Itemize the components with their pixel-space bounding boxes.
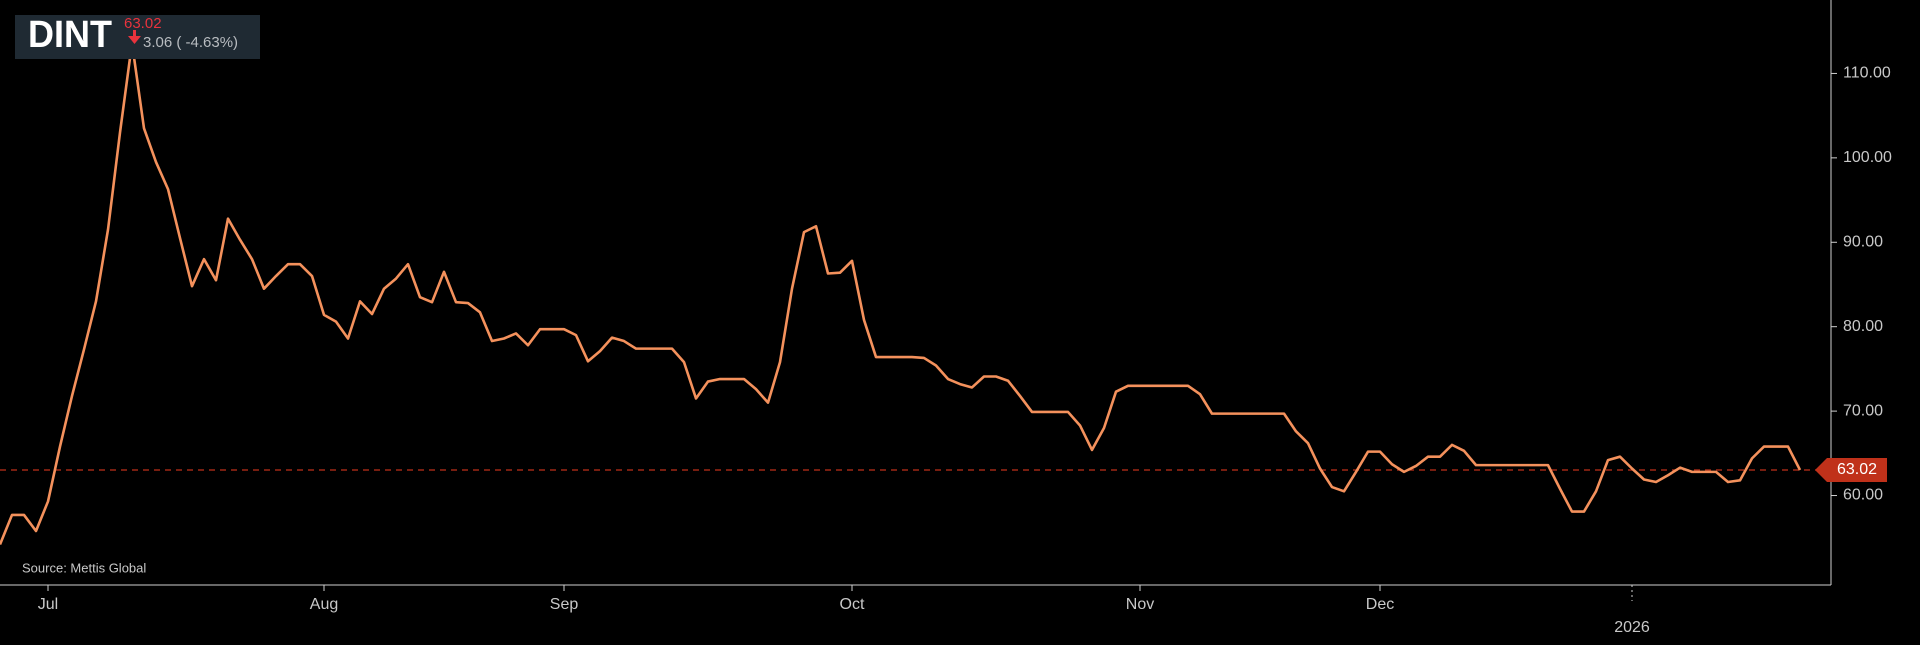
y-tick-label: 100.00: [1843, 149, 1892, 166]
last-price-tag: [1815, 458, 1887, 483]
y-tick-label: 90.00: [1843, 233, 1883, 250]
y-tick-label: 60.00: [1843, 487, 1883, 504]
price-change: 3.06 ( -4.63%): [143, 34, 238, 51]
x-tick-label: 2026: [1614, 619, 1650, 636]
price-line: [0, 41, 1802, 545]
x-tick-label: Aug: [310, 596, 338, 613]
x-tick-label: Sep: [550, 596, 579, 613]
y-tick-label: 70.00: [1843, 402, 1883, 419]
y-tick-label: 110.00: [1843, 65, 1891, 82]
x-tick-label: Nov: [1126, 596, 1154, 613]
source: Source: Mettis Global: [22, 560, 146, 575]
y-tick-label: 80.00: [1843, 318, 1883, 335]
ticker: DINT: [28, 14, 112, 56]
x-tick-label: Dec: [1366, 596, 1394, 613]
down-arrow: [128, 30, 141, 44]
price: 63.02: [124, 15, 162, 32]
x-tick-label: Jul: [38, 596, 58, 613]
last-price-label: 63.02: [1837, 461, 1877, 478]
x-tick-label: Oct: [840, 596, 865, 613]
